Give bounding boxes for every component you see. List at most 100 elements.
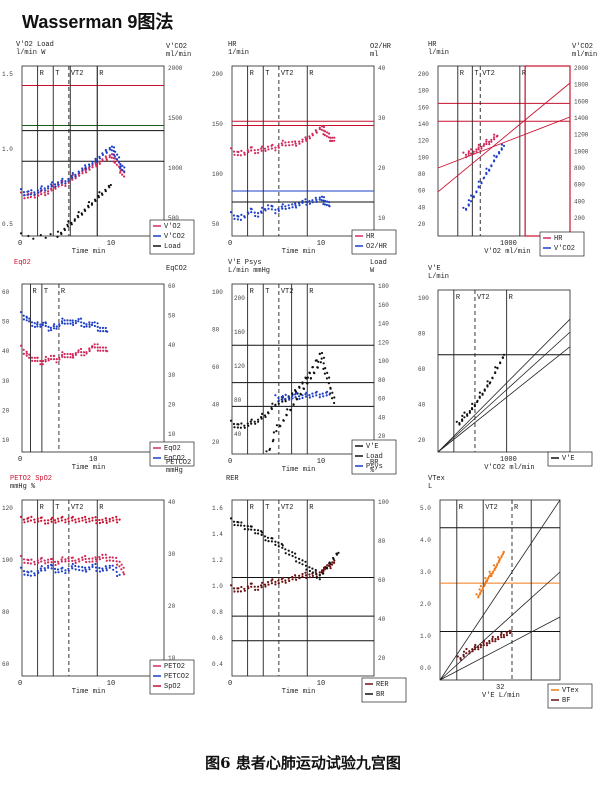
data-point (101, 518, 104, 521)
plot-frame (231, 499, 375, 677)
legend: EqO2 EqCO2 (149, 441, 195, 467)
data-point (264, 209, 267, 212)
data-point (480, 145, 483, 148)
right-tick-label: 20 (168, 603, 176, 610)
data-point (473, 648, 477, 651)
data-point (291, 554, 294, 558)
data-point (39, 325, 42, 328)
data-point (322, 572, 325, 575)
data-point (233, 590, 236, 593)
data-point (494, 637, 497, 641)
data-point (47, 185, 50, 188)
data-point (44, 324, 47, 328)
data-point (87, 201, 91, 204)
data-point (119, 165, 122, 168)
data-point (104, 553, 107, 556)
data-point (250, 149, 253, 152)
data-point (117, 165, 120, 168)
data-point (298, 204, 301, 207)
data-point (67, 179, 70, 182)
data-point (254, 152, 257, 155)
legend-label: EqO2 (164, 445, 181, 453)
data-point (471, 402, 474, 405)
data-point (326, 200, 329, 203)
data-point (88, 520, 91, 523)
data-point (491, 637, 494, 641)
data-point (240, 213, 243, 216)
data-point (29, 193, 32, 196)
data-point (71, 319, 74, 322)
data-point (33, 196, 36, 199)
data-point (50, 358, 53, 361)
data-point (29, 574, 32, 577)
data-point (243, 153, 246, 156)
right-tick-label: 50 (168, 313, 176, 320)
data-point (335, 553, 339, 556)
data-point (123, 166, 126, 169)
data-point (311, 567, 314, 570)
data-point (40, 189, 43, 192)
data-point (28, 353, 31, 356)
right-axis-label: ml/min (572, 51, 597, 59)
data-point (253, 420, 256, 423)
data-point (320, 195, 324, 198)
data-point (58, 356, 61, 359)
data-point (287, 204, 290, 207)
data-point (70, 565, 73, 568)
data-point (98, 570, 101, 573)
data-point (229, 517, 233, 520)
right-tick-label: 500 (168, 215, 179, 222)
right-axis-label: mmHg (166, 467, 183, 475)
data-point (268, 447, 272, 450)
data-point (22, 352, 25, 355)
data-point (260, 147, 263, 150)
data-point (37, 191, 40, 194)
data-point (27, 516, 30, 519)
data-point (105, 521, 108, 525)
left-axis-label: RER (226, 475, 239, 483)
data-point (88, 560, 91, 563)
data-point (27, 190, 30, 193)
left-tick-label: 1.2 (212, 557, 223, 564)
data-point (315, 390, 318, 393)
data-point (74, 561, 77, 565)
legend-label: HR (554, 235, 563, 243)
legend-box (361, 677, 407, 703)
data-point (22, 558, 26, 561)
data-point (318, 393, 321, 396)
left-tick-label: 20 (418, 221, 426, 228)
data-point (118, 565, 121, 568)
data-point (26, 196, 29, 199)
x-axis-label: Time min (72, 248, 106, 256)
legend-box (149, 441, 195, 467)
data-point (253, 528, 256, 532)
data-point (109, 183, 112, 187)
data-point (291, 203, 294, 206)
data-point (99, 330, 102, 333)
left-tick-label: 60 (212, 364, 220, 371)
right-tick-label: 10 (168, 655, 176, 662)
data-point (482, 144, 485, 148)
data-point (301, 140, 304, 143)
data-point (36, 517, 39, 520)
data-point (105, 158, 108, 161)
data-point (291, 397, 294, 400)
series-vco2 (462, 143, 506, 211)
data-point (333, 561, 336, 565)
data-point (55, 361, 58, 364)
data-point (455, 420, 458, 423)
data-point (51, 557, 54, 561)
data-point (298, 395, 301, 398)
data-point (500, 556, 503, 559)
data-point (322, 395, 325, 398)
diagonal-line (437, 331, 571, 453)
data-point (458, 423, 461, 426)
data-point (74, 175, 77, 178)
data-point (71, 172, 74, 175)
data-point (468, 411, 471, 414)
data-point (246, 525, 249, 528)
data-point (467, 204, 470, 207)
data-point (88, 350, 91, 353)
data-point (106, 350, 109, 353)
